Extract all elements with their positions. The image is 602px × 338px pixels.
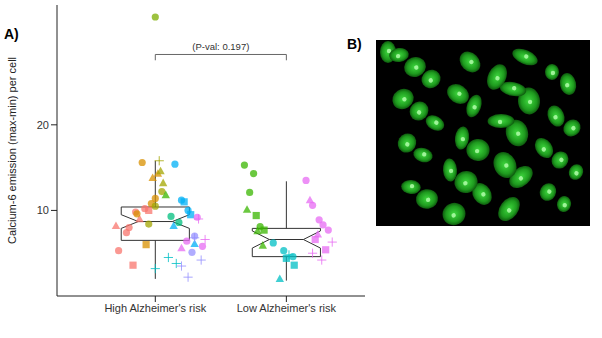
svg-text:20: 20 [37, 119, 49, 131]
html-text:B): B) [347, 36, 362, 52]
svg-text:Calcium-6 emission (max-min) p: Calcium-6 emission (max-min) per cell [8, 57, 18, 244]
html-text:A): A) [4, 26, 19, 42]
svg-text:10: 10 [37, 204, 49, 216]
svg-text:Low Alzheimer's risk: Low Alzheimer's risk [237, 302, 337, 314]
svg-text:(P-val: 0.197): (P-val: 0.197) [192, 41, 249, 52]
svg-text:High Alzheimer's risk: High Alzheimer's risk [104, 302, 206, 314]
